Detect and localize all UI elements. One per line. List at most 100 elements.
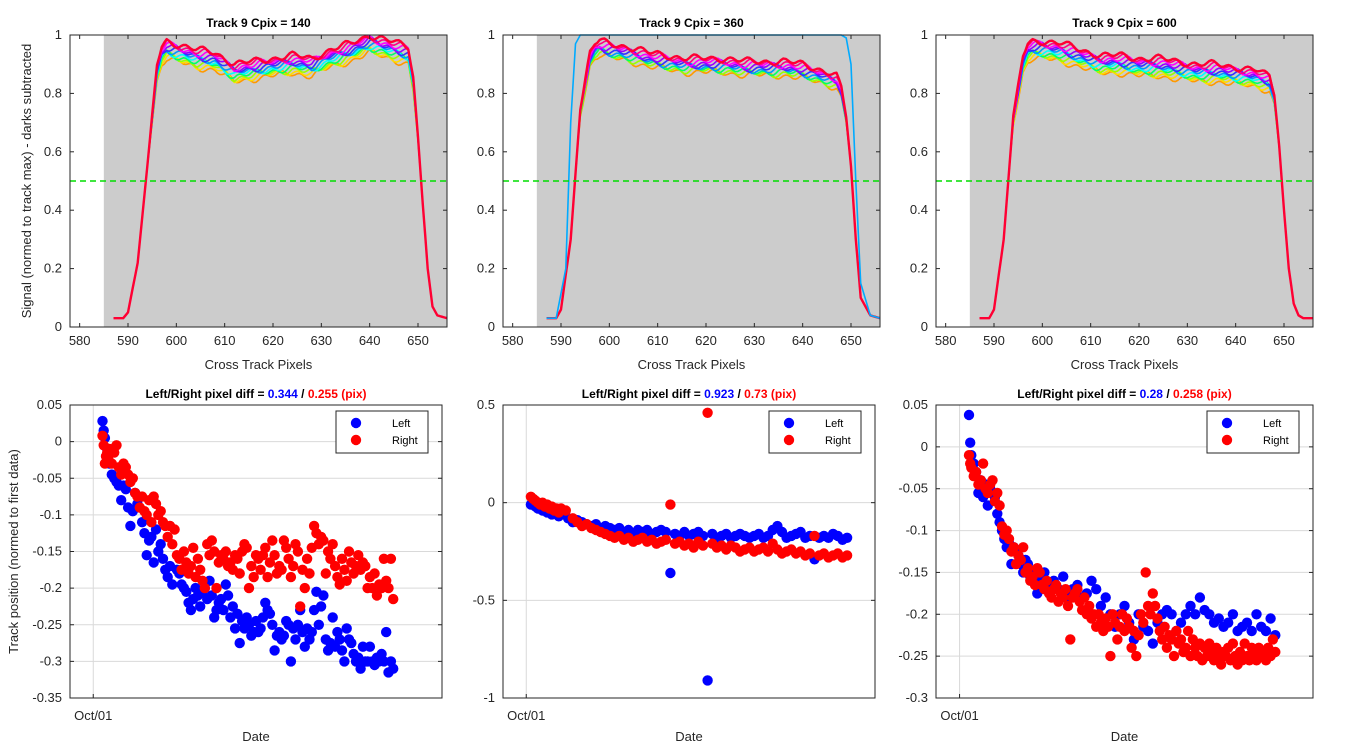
scatter-point-right — [1001, 525, 1012, 536]
scatter-point-left — [125, 520, 136, 532]
axes-frame — [69, 404, 443, 699]
scatter-point-left — [229, 623, 241, 634]
scatter-point-right — [1131, 650, 1142, 662]
y-tick-label: 0 — [55, 434, 62, 449]
scatter-point-left — [195, 601, 206, 612]
scatter-point-left — [660, 526, 671, 538]
x-tick-label: 650 — [407, 333, 429, 348]
scatter-point-right — [702, 407, 713, 418]
scatter-point-left — [234, 637, 245, 649]
scatter-point-left — [315, 601, 327, 612]
legend-marker-right — [1221, 434, 1233, 446]
scatter-point-left — [218, 604, 229, 616]
scatter-point-right — [1175, 634, 1187, 645]
scatter-point-left — [162, 571, 173, 583]
scatter-point-right — [1107, 609, 1118, 620]
y-tick-label: -0.2 — [906, 606, 928, 621]
scatter-point-right — [1270, 646, 1281, 658]
scatter-point-right — [994, 500, 1005, 511]
y-tick-label: 0 — [55, 319, 62, 334]
title-title-left-value: 0.344 — [268, 387, 298, 401]
scatter-point-right — [262, 571, 273, 583]
profile-line-9 — [546, 37, 881, 320]
scatter-point-left — [665, 567, 676, 579]
legend-label-left: Left — [1263, 418, 1281, 430]
legend-box — [335, 410, 429, 454]
scatter-point-left — [285, 656, 297, 667]
scatter-point-right — [1015, 554, 1026, 566]
chart-panel-top-middle: 580 590 600 610 620 630 640 650 0 0.2 0.4 0.6 0.8 1 Tr… — [477, 16, 881, 372]
title-title-prefix: Left/Right pixel diff = — [1017, 387, 1139, 401]
scatter-point-left — [306, 626, 317, 638]
scatter-point-right — [188, 542, 199, 553]
title-title-separator: / — [734, 387, 744, 401]
x-tick-label: 610 — [647, 333, 669, 348]
y-tick-label: 0.4 — [44, 202, 62, 217]
scatter-point-left — [1265, 613, 1276, 624]
y-tick-label: 0.05 — [903, 397, 928, 412]
scatter-point-right — [1267, 634, 1279, 645]
scatter-point-right — [1138, 617, 1149, 628]
x-tick-label: Oct/01 — [74, 708, 112, 723]
scatter-point-right — [841, 550, 853, 561]
y-tick-label: 0 — [488, 495, 495, 510]
scatter-point-left — [1190, 609, 1201, 620]
scatter-point-right — [320, 568, 331, 579]
legend-marker-right — [350, 434, 362, 446]
scatter-point-right — [388, 593, 399, 605]
scatter-point-right — [343, 546, 355, 557]
scatter-point-left — [327, 612, 338, 623]
scatter-point-left — [220, 579, 231, 590]
scatter-point-right — [299, 582, 310, 594]
scatter-point-left — [334, 634, 345, 645]
scatter-point-right — [127, 473, 138, 484]
legend-label-right: Right — [825, 435, 851, 447]
scatter-point-left — [965, 437, 976, 448]
chart-title: Left/Right pixel diff = 0.344 / 0.255 (p… — [145, 387, 366, 401]
scatter-point-left — [318, 590, 329, 601]
scatter-point-right — [318, 535, 329, 546]
scatter-point-right — [977, 458, 989, 469]
scatter-point-right — [1072, 584, 1083, 595]
scatter-point-left — [336, 645, 348, 656]
scatter-point-right — [234, 568, 245, 579]
scatter-point-left — [1147, 638, 1159, 649]
scatter-point-right — [1133, 630, 1144, 641]
scatter-point-right — [146, 517, 157, 528]
legend: Left Right — [335, 410, 429, 454]
title-title-prefix: Left/Right pixel diff = — [145, 387, 267, 401]
scatter-point-left — [1095, 600, 1107, 612]
scatter-point-left — [1204, 609, 1215, 620]
scatter-point-right — [111, 440, 122, 451]
scatter-point-left — [1260, 625, 1272, 637]
legend-box — [1206, 410, 1300, 454]
y-tick-label: 1 — [55, 27, 62, 42]
scatter-point-right — [241, 542, 252, 553]
scatter-point-right — [1227, 638, 1239, 649]
scatter-point-left — [381, 626, 392, 638]
scatter-point-left — [185, 604, 197, 616]
scatter-point-right — [1003, 533, 1015, 545]
scatter-point-left — [841, 532, 853, 543]
scatter-point-right — [1180, 642, 1192, 653]
legend: Left Right — [1206, 410, 1300, 454]
legend-marker-left — [1221, 417, 1233, 429]
title-title-left-value: 0.28 — [1140, 387, 1164, 401]
x-tick-label: 600 — [598, 333, 620, 348]
scatter-point-right — [992, 487, 1003, 499]
scatter-point-right — [1159, 621, 1170, 632]
profile-line-11 — [979, 37, 1313, 320]
scatter-point-right — [371, 590, 383, 601]
x-tick-label: 620 — [695, 333, 717, 348]
y-tick-label: 0 — [488, 319, 495, 334]
scatter-point-left — [278, 630, 290, 641]
x-axis-label: Cross Track Pixels — [638, 357, 746, 372]
scatter-point-right — [1022, 563, 1034, 574]
chart-panel-top-right: 580 590 600 610 620 630 640 650 0 0.2 0.4 0.6 0.8 1 Tr… — [910, 16, 1314, 372]
scatter-point-left — [1142, 625, 1154, 637]
y-tick-label: 0.5 — [477, 397, 495, 412]
x-tick-label: 640 — [1225, 333, 1247, 348]
scatter-point-right — [206, 535, 217, 546]
scatter-point-right — [987, 475, 998, 486]
scatter-point-left — [1166, 609, 1177, 620]
